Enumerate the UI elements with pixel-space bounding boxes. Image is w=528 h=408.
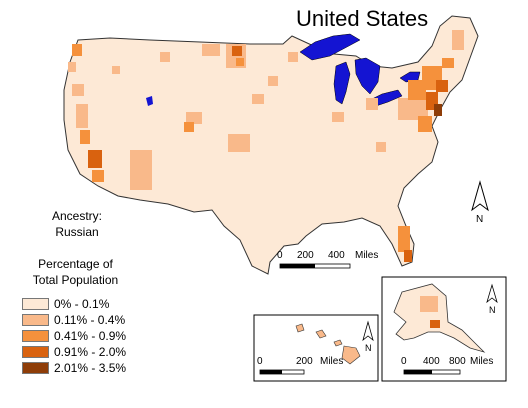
county-cluster <box>112 66 120 74</box>
legend-title-line1: Percentage of <box>38 257 113 271</box>
north-label-alaska: N <box>489 305 496 315</box>
north-arrow-main <box>471 180 489 212</box>
map-title: United States <box>296 6 429 31</box>
legend-label: 2.01% - 3.5% <box>54 360 127 375</box>
county-cluster <box>202 44 220 56</box>
lake-huron <box>354 57 381 95</box>
scale-main-tick-2: 400 <box>328 250 345 261</box>
legend-swatch <box>22 361 49 374</box>
county-cluster <box>404 250 412 262</box>
scale-alaska-tick-0: 0 <box>401 356 407 367</box>
county-cluster <box>398 226 410 252</box>
scale-bar-main-fill <box>280 264 315 268</box>
county-cluster <box>268 76 278 86</box>
legend-item: 0% - 0.1% <box>22 296 110 311</box>
county-cluster <box>452 30 464 50</box>
lake-ontario <box>399 71 421 83</box>
legend-item: 2.01% - 3.5% <box>22 360 127 375</box>
lake-superior <box>299 33 361 61</box>
county-cluster <box>186 112 202 124</box>
county-cluster <box>436 80 448 92</box>
county-cluster <box>398 98 428 120</box>
county-cluster <box>366 98 378 110</box>
county-cluster <box>130 150 152 190</box>
county-cluster <box>80 130 90 144</box>
county-cluster <box>232 46 242 56</box>
alaska-landmass <box>393 283 486 353</box>
county-cluster <box>236 58 244 66</box>
county-cluster <box>376 142 386 152</box>
county-cluster <box>332 112 344 122</box>
scale-bar-hawaii-fill <box>260 370 282 374</box>
county-cluster <box>288 52 298 62</box>
legend-swatch <box>22 313 49 326</box>
county-cluster <box>68 62 76 72</box>
county-cluster <box>434 104 442 116</box>
county-cluster <box>160 52 170 62</box>
legend-label: 0.11% - 0.4% <box>54 312 126 327</box>
scale-alaska-unit: Miles <box>470 356 494 367</box>
scale-main-unit: Miles <box>355 250 379 261</box>
hawaii-islands <box>295 323 361 365</box>
legend-label: 0% - 0.1% <box>54 296 110 311</box>
ancestry-caption: Ancestry: Russian <box>40 208 114 240</box>
legend-swatch <box>22 297 49 310</box>
great-salt-lake <box>146 96 153 106</box>
county-cluster <box>418 116 432 132</box>
ancestry-value: Russian <box>55 225 99 239</box>
north-arrow-hawaii <box>362 320 374 342</box>
legend-label: 0.91% - 2.0% <box>54 344 127 359</box>
county-cluster <box>184 122 194 132</box>
county-cluster <box>72 84 84 96</box>
alaska-cluster <box>420 296 438 312</box>
north-arrow-alaska <box>486 283 498 304</box>
county-cluster <box>76 104 88 128</box>
scale-bar-alaska-fill <box>404 370 432 374</box>
county-cluster <box>88 150 102 168</box>
legend-item: 0.41% - 0.9% <box>22 328 127 343</box>
alaska-cluster <box>430 320 440 328</box>
legend-item: 0.91% - 2.0% <box>22 344 127 359</box>
scale-alaska-tick-1: 400 <box>423 356 440 367</box>
scale-alaska-tick-2: 800 <box>449 356 466 367</box>
ancestry-label: Ancestry: <box>51 209 102 223</box>
legend-title: Percentage of Total Population <box>18 256 133 288</box>
lake-michigan <box>333 61 351 105</box>
county-cluster <box>228 134 250 152</box>
county-cluster <box>252 94 264 104</box>
north-label-main: N <box>476 214 484 225</box>
scale-hawaii-unit: Miles <box>320 356 344 367</box>
legend-swatch <box>22 329 49 342</box>
lower48-landmass <box>63 15 479 275</box>
county-cluster <box>72 44 82 56</box>
legend-item: 0.11% - 0.4% <box>22 312 126 327</box>
county-cluster <box>408 80 426 100</box>
legend-label: 0.41% - 0.9% <box>54 328 127 343</box>
legend-swatch <box>22 345 49 358</box>
county-cluster <box>442 58 454 68</box>
scale-main-tick-0: 0 <box>277 250 283 261</box>
legend-title-line2: Total Population <box>32 273 119 287</box>
scale-main-tick-1: 200 <box>297 250 314 261</box>
scale-hawaii-tick-0: 0 <box>257 356 263 367</box>
north-label-hawaii: N <box>365 343 372 353</box>
scale-hawaii-tick-1: 200 <box>296 356 313 367</box>
county-cluster <box>92 170 104 182</box>
